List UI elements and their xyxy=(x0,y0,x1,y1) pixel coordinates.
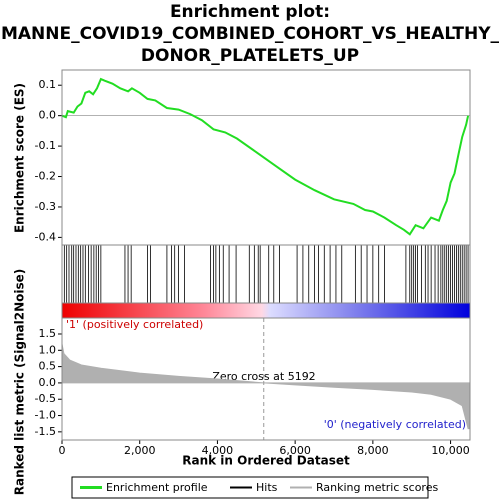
legend-label: Ranking metric scores xyxy=(316,481,438,494)
x-tick-label: 10,000 xyxy=(431,444,470,457)
y-axis-label: Ranked list metric (Signal2Noise) xyxy=(13,269,27,496)
pos-label: '1' (positively correlated) xyxy=(66,318,203,331)
y-tick-label: -1.5 xyxy=(35,425,56,438)
chart-title: Enrichment plot: xyxy=(170,2,330,22)
neg-label: '0' (negatively correlated) xyxy=(324,418,466,431)
legend-label: Hits xyxy=(256,481,278,494)
chart-title: MANNE_COVID19_COMBINED_COHORT_VS_HEALTHY… xyxy=(1,24,500,44)
x-tick-label: 6,000 xyxy=(279,444,311,457)
y-tick-label: -0.2 xyxy=(35,170,56,183)
color-bar xyxy=(62,303,470,318)
metric-area xyxy=(61,343,471,430)
y-tick-label: 1.0 xyxy=(39,343,57,356)
y-tick-label: 0.5 xyxy=(39,360,57,373)
y-tick-label: -1.0 xyxy=(35,409,56,422)
panel-frame xyxy=(61,244,471,304)
y-tick-label: -0.3 xyxy=(35,200,56,213)
panel-frame xyxy=(61,69,471,246)
x-tick-label: 8,000 xyxy=(357,444,389,457)
chart-title: DONOR_PLATELETS_UP xyxy=(141,46,359,66)
y-tick-label: 0.1 xyxy=(39,78,57,91)
y-axis-label: Enrichment score (ES) xyxy=(13,83,27,233)
x-axis-label: Rank in Ordered Dataset xyxy=(182,454,350,468)
legend-label: Enrichment profile xyxy=(106,481,208,494)
y-tick-label: -0.5 xyxy=(35,392,56,405)
y-tick-label: -0.4 xyxy=(35,230,56,243)
y-tick-label: 1.5 xyxy=(39,327,57,340)
x-tick-label: 4,000 xyxy=(202,444,234,457)
y-tick-label: 0.0 xyxy=(39,109,57,122)
es-line xyxy=(61,77,470,236)
y-tick-label: 0.0 xyxy=(39,376,57,389)
x-tick-label: 0 xyxy=(59,444,66,457)
y-tick-label: -0.1 xyxy=(35,139,56,152)
panel-frame xyxy=(61,317,471,441)
x-tick-label: 2,000 xyxy=(124,444,156,457)
